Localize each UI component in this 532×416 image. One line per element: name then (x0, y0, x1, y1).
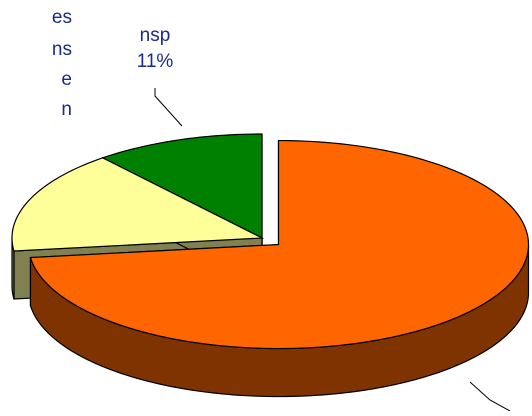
slice (101, 133, 263, 239)
slice (29, 139, 530, 350)
pie (11, 133, 530, 398)
slice-label: nsp (140, 25, 171, 46)
annotation: es (52, 7, 72, 28)
annotation: n (61, 99, 72, 120)
slice-value-label: 11% (137, 51, 174, 72)
leader-line (469, 381, 511, 412)
leader-line (154, 88, 183, 127)
slice (11, 157, 265, 252)
annotation: ns (52, 39, 72, 60)
annotation: e (61, 69, 72, 90)
